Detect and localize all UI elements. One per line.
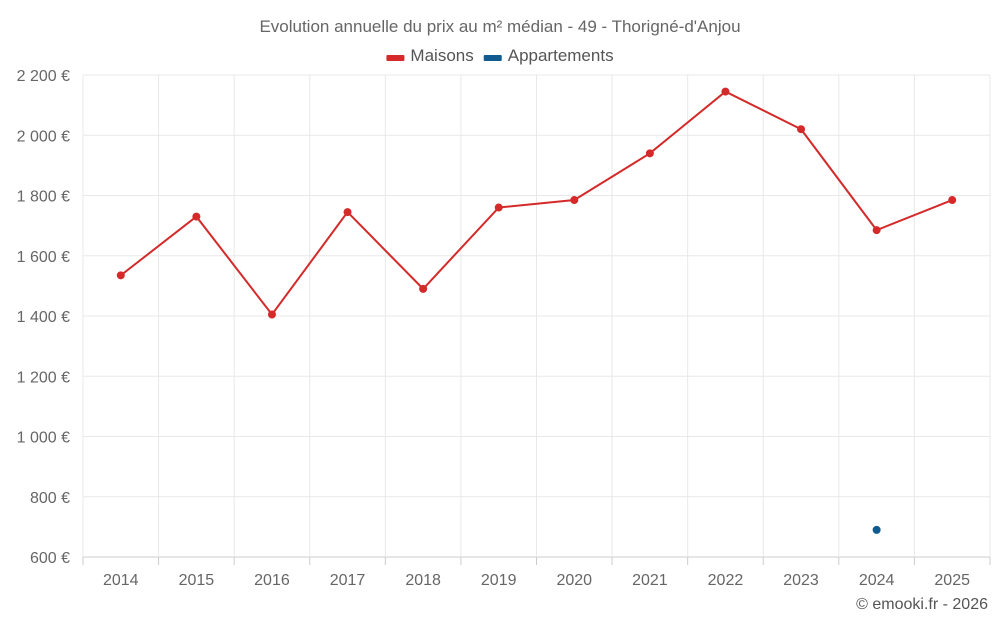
legend: Maisons Appartements — [386, 46, 614, 65]
y-tick-label: 600 € — [30, 550, 70, 567]
data-point[interactable] — [267, 310, 276, 319]
y-tick-label: 2 200 € — [17, 68, 70, 85]
data-point[interactable] — [116, 271, 125, 280]
x-tick-label: 2017 — [330, 572, 366, 589]
y-tick-label: 1 400 € — [17, 309, 70, 326]
y-tick-label: 800 € — [30, 490, 70, 507]
legend-label: Maisons — [410, 46, 473, 65]
y-tick-label: 1 600 € — [17, 249, 70, 266]
grid — [82, 74, 991, 558]
data-point[interactable] — [645, 149, 654, 158]
legend-label: Appartements — [508, 46, 614, 65]
series-line — [120, 90, 953, 317]
series-maisons — [116, 87, 957, 319]
series — [116, 87, 957, 534]
series-appartements — [872, 525, 881, 534]
x-tick-label: 2021 — [632, 572, 668, 589]
x-tick-label: 2016 — [254, 572, 290, 589]
credit: © emooki.fr - 2026 — [856, 596, 988, 613]
y-tick-label: 1 800 € — [17, 189, 70, 206]
data-point[interactable] — [343, 208, 352, 217]
data-point[interactable] — [419, 284, 428, 293]
chart-title: Evolution annuelle du prix au m² médian … — [259, 17, 740, 36]
data-point[interactable] — [192, 212, 201, 221]
x-tick-label: 2020 — [556, 572, 592, 589]
x-tick-label: 2018 — [405, 572, 441, 589]
x-tick-label: 2023 — [783, 572, 819, 589]
y-tick-label: 1 000 € — [17, 430, 70, 447]
x-tick-label: 2025 — [934, 572, 970, 589]
y-tick-label: 2 000 € — [17, 128, 70, 145]
x-axis: 2014 2015 2016 2017 2018 2019 2020 2021 2022 2023… — [82, 557, 991, 589]
data-point[interactable] — [570, 196, 579, 205]
data-point[interactable] — [721, 87, 730, 96]
x-tick-label: 2014 — [103, 572, 139, 589]
x-tick-label: 2022 — [708, 572, 744, 589]
data-point[interactable] — [872, 226, 881, 235]
x-tick-label: 2019 — [481, 572, 517, 589]
legend-item[interactable]: Maisons — [386, 46, 474, 65]
y-axis: 600 € 800 € 1 000 € 1 200 € 1 400 € 1 600 € 1 … — [17, 68, 70, 567]
data-point[interactable] — [494, 203, 503, 212]
x-tick-label: 2015 — [179, 572, 215, 589]
data-point[interactable] — [797, 125, 806, 134]
legend-swatch — [386, 55, 405, 61]
legend-item[interactable]: Appartements — [483, 46, 614, 65]
data-point[interactable] — [872, 525, 881, 534]
y-tick-label: 1 200 € — [17, 369, 70, 386]
data-point[interactable] — [948, 196, 957, 205]
x-tick-label: 2024 — [859, 572, 895, 589]
legend-swatch — [483, 55, 502, 61]
